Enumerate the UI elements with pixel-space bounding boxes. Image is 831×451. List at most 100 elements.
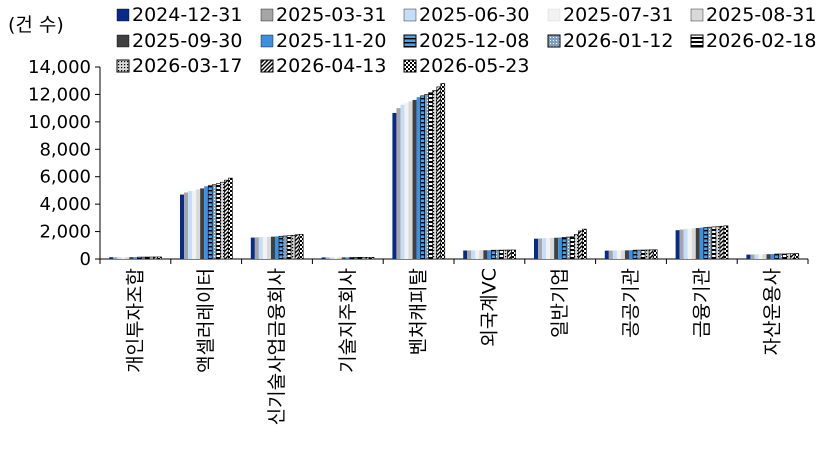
legend-label: 2025-03-31 bbox=[276, 4, 386, 26]
bar-벤처캐피탈-2026-01-12 bbox=[424, 94, 429, 260]
category-label: 일반기업 bbox=[549, 268, 571, 338]
bar-자산운용사-2026-04-13 bbox=[790, 253, 796, 260]
category-label: 벤처캐피탈 bbox=[408, 268, 430, 355]
bar-자산운용사-2026-05-23 bbox=[794, 253, 800, 260]
bar-공공기관-2026-04-13 bbox=[648, 249, 654, 260]
bar-신기술사업금융회사-2025-12-08 bbox=[278, 235, 284, 260]
bar-벤처캐피탈-2025-12-08 bbox=[420, 95, 425, 260]
bar-공공기관-2025-03-31 bbox=[608, 250, 613, 259]
bar-금융기관-2025-07-31 bbox=[687, 228, 692, 259]
bar-자산운용사-2026-03-17 bbox=[786, 253, 792, 260]
legend-item: 2026-04-13 bbox=[260, 55, 386, 77]
bar-공공기관-2026-02-18 bbox=[640, 249, 646, 260]
bar-일반기업-2026-02-18 bbox=[569, 236, 575, 260]
bar-신기술사업금융회사-2025-09-30 bbox=[270, 236, 275, 259]
bar-벤처캐피탈-2025-07-31 bbox=[404, 102, 409, 260]
bar-액셀러레이터-2025-07-31 bbox=[192, 190, 197, 259]
bar-기술지주회사-2025-08-31 bbox=[337, 257, 342, 259]
bar-자산운용사-2026-01-12 bbox=[778, 253, 783, 260]
bar-액셀러레이터-2025-09-30 bbox=[200, 188, 205, 259]
category-label: 외국계VC bbox=[478, 268, 500, 347]
bar-외국계VC-2025-03-31 bbox=[467, 250, 472, 259]
bar-자산운용사-2025-09-30 bbox=[766, 254, 771, 259]
bar-개인투자조합-2025-06-30 bbox=[117, 257, 122, 259]
bar-액셀러레이터-2025-08-31 bbox=[196, 189, 201, 259]
legend-item: 2026-03-17 bbox=[116, 55, 242, 77]
bar-금융기관-2025-12-08 bbox=[703, 227, 709, 260]
bar-금융기관-2025-09-30 bbox=[695, 228, 700, 259]
legend-swatch bbox=[260, 34, 274, 48]
category-label: 신기술사업금융회사 bbox=[266, 268, 288, 425]
bar-개인투자조합-2025-09-30 bbox=[129, 257, 134, 259]
bar-액셀러레이터-2024-12-31 bbox=[180, 194, 185, 259]
y-tick-label: 10,000 bbox=[28, 112, 91, 133]
y-tick-label: 4,000 bbox=[39, 194, 91, 215]
bar-신기술사업금융회사-2025-07-31 bbox=[262, 236, 267, 259]
bar-외국계VC-2025-08-31 bbox=[479, 250, 484, 259]
legend-label: 2025-06-30 bbox=[419, 4, 529, 26]
bar-기술지주회사-2026-02-18 bbox=[357, 257, 363, 260]
bar-일반기업-2025-08-31 bbox=[550, 237, 555, 259]
bar-외국계VC-2026-05-23 bbox=[511, 249, 516, 260]
legend-label: 2025-08-31 bbox=[706, 4, 816, 26]
bar-액셀러레이터-2025-12-08 bbox=[207, 185, 213, 260]
bar-신기술사업금융회사-2026-02-18 bbox=[286, 235, 292, 260]
bar-벤처캐피탈-2025-06-30 bbox=[400, 104, 405, 259]
legend-label: 2026-05-23 bbox=[419, 55, 529, 77]
bar-외국계VC-2026-01-12 bbox=[495, 249, 500, 260]
y-tick-label: 8,000 bbox=[39, 139, 91, 160]
bar-금융기관-2026-04-13 bbox=[719, 225, 725, 260]
bar-일반기업-2024-12-31 bbox=[534, 238, 539, 259]
legend-item: 2025-07-31 bbox=[547, 4, 673, 26]
bar-금융기관-2025-11-20 bbox=[699, 227, 704, 259]
y-axis-unit-label: (건 수) bbox=[8, 14, 64, 36]
bar-개인투자조합-2025-03-31 bbox=[113, 257, 118, 259]
bar-액셀러레이터-2025-06-30 bbox=[188, 191, 193, 259]
y-tick-label: 12,000 bbox=[28, 84, 91, 105]
bar-금융기관-2024-12-31 bbox=[675, 230, 680, 259]
bar-외국계VC-2025-09-30 bbox=[483, 250, 488, 259]
bar-신기술사업금융회사-2026-01-12 bbox=[282, 235, 288, 260]
bar-기술지주회사-2026-05-23 bbox=[369, 256, 375, 260]
bar-개인투자조합-2025-11-20 bbox=[133, 257, 138, 259]
bar-벤처캐피탈-2026-03-17 bbox=[432, 90, 438, 260]
category-label: 개인투자조합 bbox=[124, 268, 146, 373]
bar-신기술사업금융회사-2024-12-31 bbox=[250, 237, 255, 259]
bar-액셀러레이터-2025-03-31 bbox=[184, 192, 189, 259]
legend-label: 2025-09-30 bbox=[132, 30, 242, 52]
bar-신기술사업금융회사-2025-08-31 bbox=[266, 236, 271, 259]
bar-개인투자조합-2026-04-13 bbox=[153, 256, 158, 260]
bar-공공기관-2025-09-30 bbox=[624, 250, 629, 259]
bar-개인투자조합-2026-01-12 bbox=[141, 256, 146, 260]
legend-item: 2025-06-30 bbox=[403, 4, 529, 26]
bar-자산운용사-2025-07-31 bbox=[758, 254, 763, 259]
bar-공공기관-2025-08-31 bbox=[620, 250, 625, 259]
bar-공공기관-2025-07-31 bbox=[616, 250, 621, 259]
y-tick-label: 14,000 bbox=[28, 57, 91, 78]
bar-외국계VC-2026-02-18 bbox=[499, 249, 504, 260]
category-label: 기술지주회사 bbox=[337, 268, 359, 373]
y-tick-label: 0 bbox=[80, 249, 91, 270]
bar-신기술사업금융회사-2026-05-23 bbox=[298, 234, 304, 260]
legend-swatch bbox=[403, 34, 417, 48]
legend-swatch bbox=[403, 8, 417, 22]
bar-개인투자조합-2024-12-31 bbox=[109, 257, 114, 259]
bar-자산운용사-2025-08-31 bbox=[762, 254, 767, 259]
bar-금융기관-2025-03-31 bbox=[679, 229, 684, 259]
legend-item: 2025-12-08 bbox=[403, 30, 529, 52]
bar-기술지주회사-2025-03-31 bbox=[325, 257, 330, 259]
bar-액셀러레이터-2026-05-23 bbox=[228, 177, 233, 260]
bar-외국계VC-2026-03-17 bbox=[503, 249, 508, 260]
y-tick-label: 2,000 bbox=[39, 222, 91, 243]
bar-벤처캐피탈-2025-09-30 bbox=[412, 99, 417, 260]
bar-금융기관-2026-01-12 bbox=[707, 226, 713, 260]
bar-개인투자조합-2025-07-31 bbox=[121, 257, 126, 259]
bar-기술지주회사-2026-01-12 bbox=[353, 257, 359, 260]
legend-swatch bbox=[116, 59, 130, 73]
bar-기술지주회사-2026-04-13 bbox=[365, 256, 371, 260]
bar-일반기업-2026-01-12 bbox=[565, 236, 571, 260]
bar-신기술사업금융회사-2026-04-13 bbox=[294, 234, 300, 260]
bar-벤처캐피탈-2026-02-18 bbox=[428, 92, 434, 260]
legend-swatch bbox=[116, 8, 130, 22]
